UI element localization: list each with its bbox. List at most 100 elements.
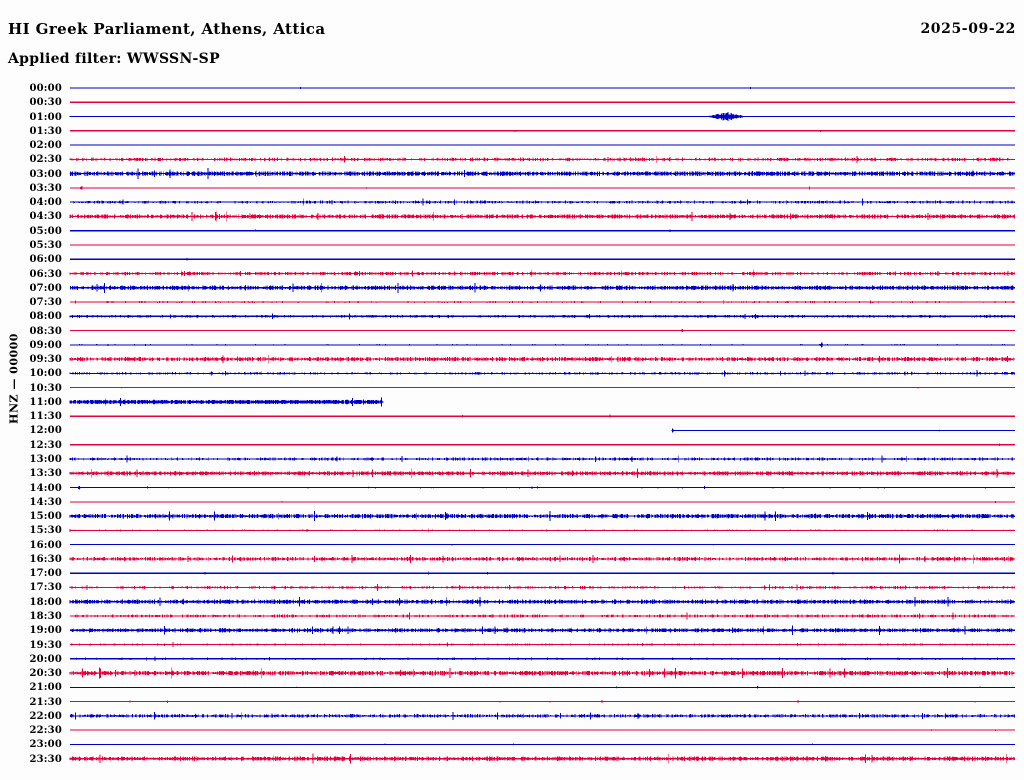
- time-tick-label: 01:00: [29, 111, 62, 123]
- trace-row: [70, 282, 1015, 293]
- trace-row: [69, 528, 1015, 533]
- trace-row: [70, 656, 1015, 662]
- trace-row: [70, 144, 1015, 146]
- trace-row: [69, 455, 1015, 463]
- time-tick-label: 20:30: [29, 668, 62, 680]
- applied-filter-label: Applied filter: WWSSN-SP: [8, 51, 220, 67]
- trace-row: [70, 387, 1015, 389]
- trace-row: [70, 342, 1015, 348]
- time-tick-label: 17:00: [29, 568, 62, 580]
- time-tick-label: 02:30: [29, 154, 62, 166]
- trace-row: [69, 468, 1015, 479]
- time-tick-label: 14:00: [29, 482, 62, 494]
- time-tick-label: 13:00: [29, 454, 62, 466]
- trace-row: [70, 87, 1015, 89]
- time-tick-label: 06:30: [29, 268, 62, 280]
- trace-row: [69, 511, 1015, 522]
- time-tick-label: 12:00: [29, 425, 62, 437]
- trace-row: [70, 642, 1015, 647]
- time-tick-label: 00:30: [29, 97, 62, 109]
- seismogram-traces: [69, 87, 1015, 764]
- trace-row: [69, 596, 1015, 607]
- trace-row: [69, 211, 1015, 222]
- time-tick-label: 05:00: [29, 225, 62, 237]
- time-tick-label: 19:30: [29, 639, 62, 651]
- time-tick-label: 07:30: [29, 297, 62, 309]
- time-tick-label: 12:30: [29, 439, 62, 451]
- trace-row: [69, 397, 384, 407]
- trace-row: [70, 101, 1015, 103]
- trace-row: [70, 612, 1015, 620]
- spike: [680, 329, 685, 333]
- spike: [78, 186, 84, 190]
- trace-row: [70, 743, 1015, 746]
- trace-row: [70, 500, 1015, 503]
- page-title: HI Greek Parliament, Athens, Attica: [8, 20, 326, 38]
- time-tick-label: 22:30: [29, 725, 62, 737]
- trace-row: [70, 625, 1015, 636]
- trace-row: [69, 667, 1015, 679]
- trace-row: [69, 269, 1015, 278]
- time-tick-label: 08:30: [29, 325, 62, 337]
- time-tick-label: 20:00: [29, 653, 62, 665]
- trace-row: [70, 571, 1015, 575]
- helicorder-plot: [0, 78, 1024, 778]
- time-tick-label: 03:30: [29, 182, 62, 194]
- trace-row: [70, 485, 1015, 490]
- time-tick-label: 02:00: [29, 140, 62, 152]
- trace-row: [69, 554, 1015, 564]
- trace-row: [70, 729, 1015, 732]
- time-tick-label: 06:00: [29, 254, 62, 266]
- time-tick-label: 19:00: [29, 625, 62, 637]
- trace-row: [70, 543, 1015, 546]
- time-tick-label: 21:30: [29, 696, 62, 708]
- trace-row: [70, 229, 1015, 232]
- spike: [77, 485, 82, 490]
- trace-row: [69, 753, 1015, 764]
- time-tick-label: 10:00: [29, 368, 62, 380]
- time-tick-label: 18:00: [29, 596, 62, 608]
- trace-row: [70, 686, 1015, 689]
- trace-row: [671, 428, 1015, 433]
- time-tick-label: 23:00: [29, 739, 62, 751]
- trace-row: [70, 129, 1015, 132]
- trace-row: [70, 257, 1015, 261]
- time-tick-label: 16:30: [29, 553, 62, 565]
- trace-row: [69, 313, 1015, 320]
- time-tick-label: 21:00: [29, 682, 62, 694]
- time-tick-label: 23:30: [29, 753, 62, 765]
- time-tick-label: 04:00: [29, 197, 62, 209]
- trace-row: [69, 370, 1015, 377]
- time-tick-label: 22:00: [29, 710, 62, 722]
- seismic-event: [705, 112, 749, 121]
- trace-row: [70, 443, 1015, 446]
- time-tick-label: 11:00: [29, 396, 62, 408]
- time-tick-label: 17:30: [29, 582, 62, 594]
- trace-row: [70, 186, 1015, 190]
- time-tick-label: 18:30: [29, 610, 62, 622]
- time-tick-label: 11:30: [29, 411, 62, 423]
- spike: [818, 342, 824, 348]
- time-tick-label: 16:00: [29, 539, 62, 551]
- time-tick-label: 13:30: [29, 468, 62, 480]
- trace-row: [70, 329, 1015, 333]
- trace-row: [70, 700, 1015, 704]
- trace-row: [70, 244, 1015, 246]
- time-tick-label: 09:00: [29, 339, 62, 351]
- data-start-spike: [671, 428, 675, 433]
- time-tick-label: 14:30: [29, 496, 62, 508]
- trace-row: [69, 155, 1015, 163]
- data-end-spike: [380, 400, 384, 404]
- time-tick-label: 07:00: [29, 282, 62, 294]
- trace-row: [70, 299, 1015, 305]
- trace-row: [70, 711, 1015, 720]
- time-tick-label: 04:30: [29, 211, 62, 223]
- time-tick-label: 10:30: [29, 382, 62, 394]
- time-tick-label: 01:30: [29, 125, 62, 137]
- time-tick-label: 03:00: [29, 168, 62, 180]
- time-tick-label: 05:30: [29, 239, 62, 251]
- time-tick-label: 08:00: [29, 311, 62, 323]
- trace-row: [70, 414, 1015, 418]
- trace-row: [70, 198, 1015, 206]
- time-tick-label: 09:30: [29, 354, 62, 366]
